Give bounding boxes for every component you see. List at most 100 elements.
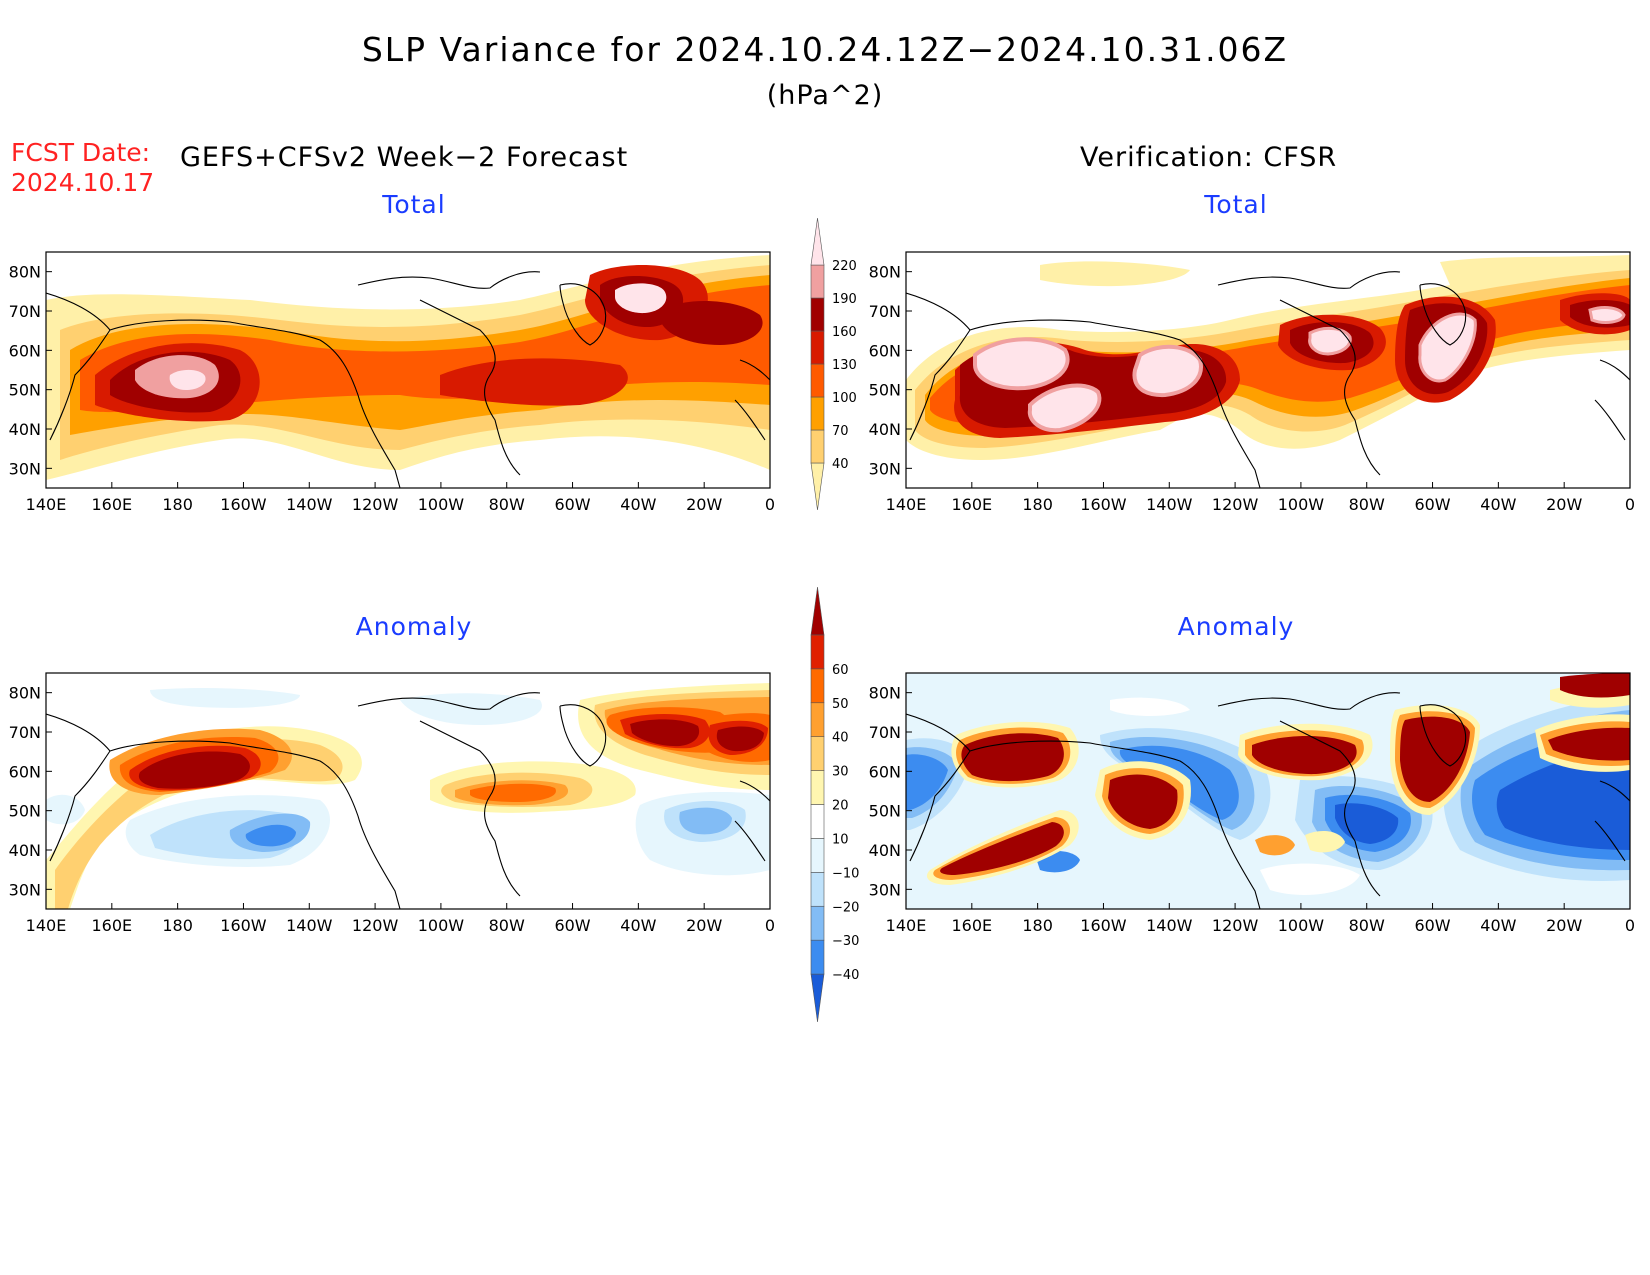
colorbar-swatch xyxy=(810,396,825,431)
lon-label: 140E xyxy=(26,916,67,935)
forecast-anomaly-map xyxy=(46,673,770,909)
lat-label: 30N xyxy=(9,880,41,899)
lon-label: 120W xyxy=(1212,916,1259,935)
colorbar-label: 20 xyxy=(832,799,849,814)
forecast-total-axis-labels: 80N 70N 60N 50N 40N 30N 140E 160E 180 160W 140W 120… xyxy=(9,263,775,514)
colorbar-swatch xyxy=(810,973,825,1023)
lon-label: 60W xyxy=(1414,916,1450,935)
lat-label: 60N xyxy=(9,341,41,360)
anomaly-colorbar: −40 −30 −20 −10 10 20 30 40 50 60 xyxy=(810,586,859,1023)
lon-label: 120W xyxy=(1212,495,1259,514)
verification-total-map xyxy=(906,252,1630,488)
forecast-anomaly-coastlines xyxy=(46,692,770,909)
lon-label: 180 xyxy=(162,495,193,514)
verification-anomaly-axis-labels: 80N 70N 60N 50N 40N 30N 140E 160E 180 160W 140W 120… xyxy=(869,684,1635,935)
lon-label: 100W xyxy=(418,495,465,514)
forecast-total-map xyxy=(46,252,770,488)
colorbar-swatch xyxy=(810,736,825,771)
colorbar-label: 130 xyxy=(832,358,857,373)
colorbar-label: 160 xyxy=(832,325,857,340)
colorbar-label: −20 xyxy=(832,900,859,915)
lat-label: 40N xyxy=(869,420,901,439)
lon-label: 40W xyxy=(620,916,656,935)
colorbar-swatch xyxy=(810,330,825,365)
colorbar-label: 40 xyxy=(832,457,849,472)
colorbar-swatch xyxy=(810,668,825,704)
lon-label: 0 xyxy=(1625,916,1635,935)
lon-label: 160E xyxy=(951,916,992,935)
lon-label: 40W xyxy=(1480,916,1516,935)
lon-label: 80W xyxy=(1349,916,1385,935)
lat-label: 60N xyxy=(869,341,901,360)
lat-label: 30N xyxy=(869,459,901,478)
lon-label: 140E xyxy=(886,495,927,514)
verification-total-shading xyxy=(906,255,1630,460)
lat-label: 60N xyxy=(9,762,41,781)
colorbar-label: 70 xyxy=(832,424,849,439)
forecast-total-frame xyxy=(45,251,771,489)
lat-label: 50N xyxy=(869,381,901,400)
lon-label: 40W xyxy=(620,495,656,514)
lon-label: 0 xyxy=(1625,495,1635,514)
verification-anomaly-frame xyxy=(905,672,1631,910)
colorbar-label: 60 xyxy=(832,663,849,678)
main-title: SLP Variance for 2024.10.24.12Z−2024.10.… xyxy=(361,30,1289,69)
fcst-date-label: FCST Date: xyxy=(11,138,151,167)
lat-label: 40N xyxy=(9,420,41,439)
lon-label: 0 xyxy=(765,916,775,935)
colorbar-swatch xyxy=(810,905,825,941)
lon-label: 180 xyxy=(1022,495,1053,514)
colorbar-label: 50 xyxy=(832,697,849,712)
lon-label: 160E xyxy=(91,916,132,935)
colorbar-swatch xyxy=(810,804,825,839)
lon-label: 180 xyxy=(162,916,193,935)
lat-label: 80N xyxy=(9,684,41,703)
lat-label: 30N xyxy=(9,459,41,478)
lon-label: 20W xyxy=(686,916,722,935)
forecast-anomaly-title: Anomaly xyxy=(355,612,473,641)
colorbar-swatch xyxy=(810,838,825,873)
colorbar-swatch xyxy=(810,429,825,464)
forecast-total-shading xyxy=(46,255,770,480)
lat-label: 50N xyxy=(869,802,901,821)
lat-label: 70N xyxy=(9,302,41,321)
lon-label: 80W xyxy=(1349,495,1385,514)
lat-label: 70N xyxy=(869,723,901,742)
forecast-anomaly-shading xyxy=(46,683,770,909)
forecast-total-coastlines xyxy=(46,271,770,488)
lat-label: 30N xyxy=(869,880,901,899)
colorbar-swatch xyxy=(810,586,825,636)
verification-heading: Verification: CFSR xyxy=(1080,142,1338,173)
lat-label: 60N xyxy=(869,762,901,781)
axes-layer: 80N 70N 60N 50N 40N 30N 140E 160E 180 160W 140W 120… xyxy=(9,263,1635,935)
lon-label: 140W xyxy=(1146,916,1193,935)
lon-label: 100W xyxy=(1278,916,1325,935)
lon-label: 140W xyxy=(286,495,333,514)
colorbar-swatch xyxy=(810,217,825,266)
lon-label: 60W xyxy=(1414,495,1450,514)
lon-label: 80W xyxy=(489,916,525,935)
lon-label: 100W xyxy=(1278,495,1325,514)
lat-label: 50N xyxy=(9,802,41,821)
lat-label: 70N xyxy=(869,302,901,321)
main-units: (hPa^2) xyxy=(766,80,884,111)
lon-label: 160W xyxy=(1080,495,1127,514)
lon-label: 20W xyxy=(1546,916,1582,935)
lat-label: 50N xyxy=(9,381,41,400)
colorbar-label: −10 xyxy=(832,866,859,881)
lon-label: 140W xyxy=(286,916,333,935)
lat-label: 80N xyxy=(869,684,901,703)
total-colorbar: 40 70 100 130 160 190 220 xyxy=(810,217,857,511)
lon-label: 140W xyxy=(1146,495,1193,514)
lon-label: 160W xyxy=(220,495,267,514)
lon-label: 120W xyxy=(352,495,399,514)
verification-total-frame xyxy=(905,251,1631,489)
lon-label: 0 xyxy=(765,495,775,514)
colorbar-swatch xyxy=(810,702,825,737)
fcst-date-value: 2024.10.17 xyxy=(11,168,155,197)
verification-total-axis-labels: 80N 70N 60N 50N 40N 30N 140E 160E 180 160W 140W 120… xyxy=(869,263,1635,514)
lon-label: 20W xyxy=(686,495,722,514)
lon-label: 140E xyxy=(886,916,927,935)
lon-label: 180 xyxy=(1022,916,1053,935)
